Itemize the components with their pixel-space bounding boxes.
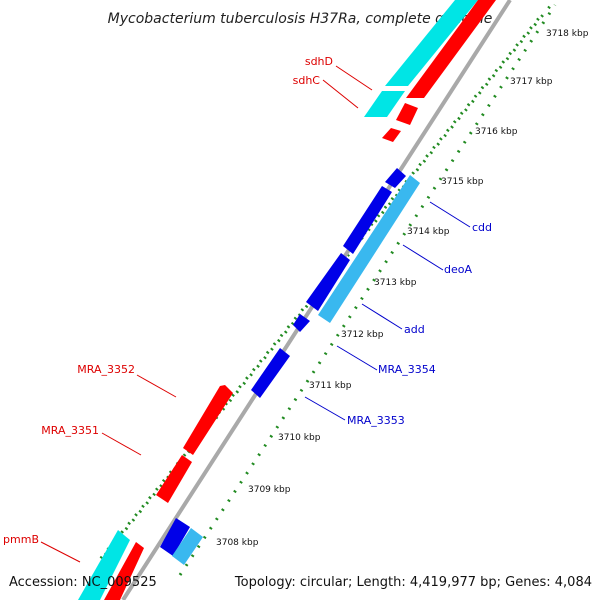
- map-title: Mycobacterium tuberculosis H37Ra, comple…: [108, 11, 493, 27]
- gene-feature[interactable]: [318, 175, 420, 323]
- inner-tick-ring: [178, 4, 557, 576]
- gene-feature[interactable]: [78, 530, 130, 600]
- kbp-tick-label: 3710 kbp: [278, 433, 321, 443]
- gene-feature[interactable]: [251, 348, 290, 398]
- gene-label-MRA_3353[interactable]: MRA_3353: [347, 414, 405, 427]
- outer-tick-ring: [95, 4, 553, 564]
- gene-label-add[interactable]: add: [404, 323, 425, 336]
- gene-feature[interactable]: [293, 314, 310, 332]
- gene-label-MRA_3354[interactable]: MRA_3354: [378, 363, 436, 376]
- gene-label-pmmB[interactable]: pmmB: [3, 533, 39, 546]
- kbp-tick-label: 3712 kbp: [341, 330, 384, 340]
- gene-label-deoA[interactable]: deoA: [444, 263, 472, 276]
- kbp-tick-label: 3715 kbp: [441, 177, 484, 187]
- gene-label-sdhC[interactable]: sdhC: [293, 74, 321, 87]
- kbp-tick-label: 3718 kbp: [546, 29, 589, 39]
- gene-label-cdd[interactable]: cdd: [472, 221, 492, 234]
- reverse-strand-genes: [160, 168, 420, 565]
- kbp-tick-label: 3708 kbp: [216, 538, 259, 548]
- inner-tick-line: [178, 4, 557, 576]
- gene-feature[interactable]: [104, 542, 144, 600]
- gene-feature[interactable]: [156, 455, 192, 503]
- kbp-tick-label: 3716 kbp: [475, 127, 518, 137]
- gene-leader-lines: [40, 65, 471, 563]
- kbp-tick-label: 3711 kbp: [309, 381, 352, 391]
- kbp-tick-label: 3717 kbp: [510, 77, 553, 87]
- kbp-tick-labels: 3708 kbp 3709 kbp 3710 kbp 3711 kbp 3712…: [216, 29, 589, 548]
- outer-tick-line-2: [95, 12, 545, 564]
- kbp-tick-label: 3713 kbp: [374, 278, 417, 288]
- topology-summary: Topology: circular; Length: 4,419,977 bp…: [234, 575, 592, 590]
- gene-labels: sdhD sdhC MRA_3352 MRA_3351 pmmB cdd deo…: [3, 55, 492, 546]
- gene-feature[interactable]: [364, 91, 405, 117]
- gene-feature[interactable]: [183, 385, 233, 455]
- gene-feature[interactable]: [306, 253, 350, 311]
- gene-label-MRA_3351[interactable]: MRA_3351: [41, 424, 99, 437]
- accession-text: Accession: NC_009525: [9, 575, 157, 590]
- gene-feature[interactable]: [385, 168, 406, 188]
- gene-feature[interactable]: [406, 0, 496, 98]
- gene-label-MRA_3352[interactable]: MRA_3352: [77, 363, 135, 376]
- gene-feature[interactable]: [396, 103, 418, 125]
- gene-feature[interactable]: [343, 186, 392, 254]
- gene-feature[interactable]: [385, 0, 478, 86]
- gene-feature[interactable]: [172, 528, 203, 565]
- gene-feature[interactable]: [160, 518, 190, 556]
- kbp-tick-label: 3714 kbp: [407, 227, 450, 237]
- kbp-tick-label: 3709 kbp: [248, 485, 291, 495]
- gene-feature[interactable]: [382, 128, 401, 142]
- forward-strand-genes: [78, 0, 496, 600]
- gene-label-sdhD[interactable]: sdhD: [305, 55, 333, 68]
